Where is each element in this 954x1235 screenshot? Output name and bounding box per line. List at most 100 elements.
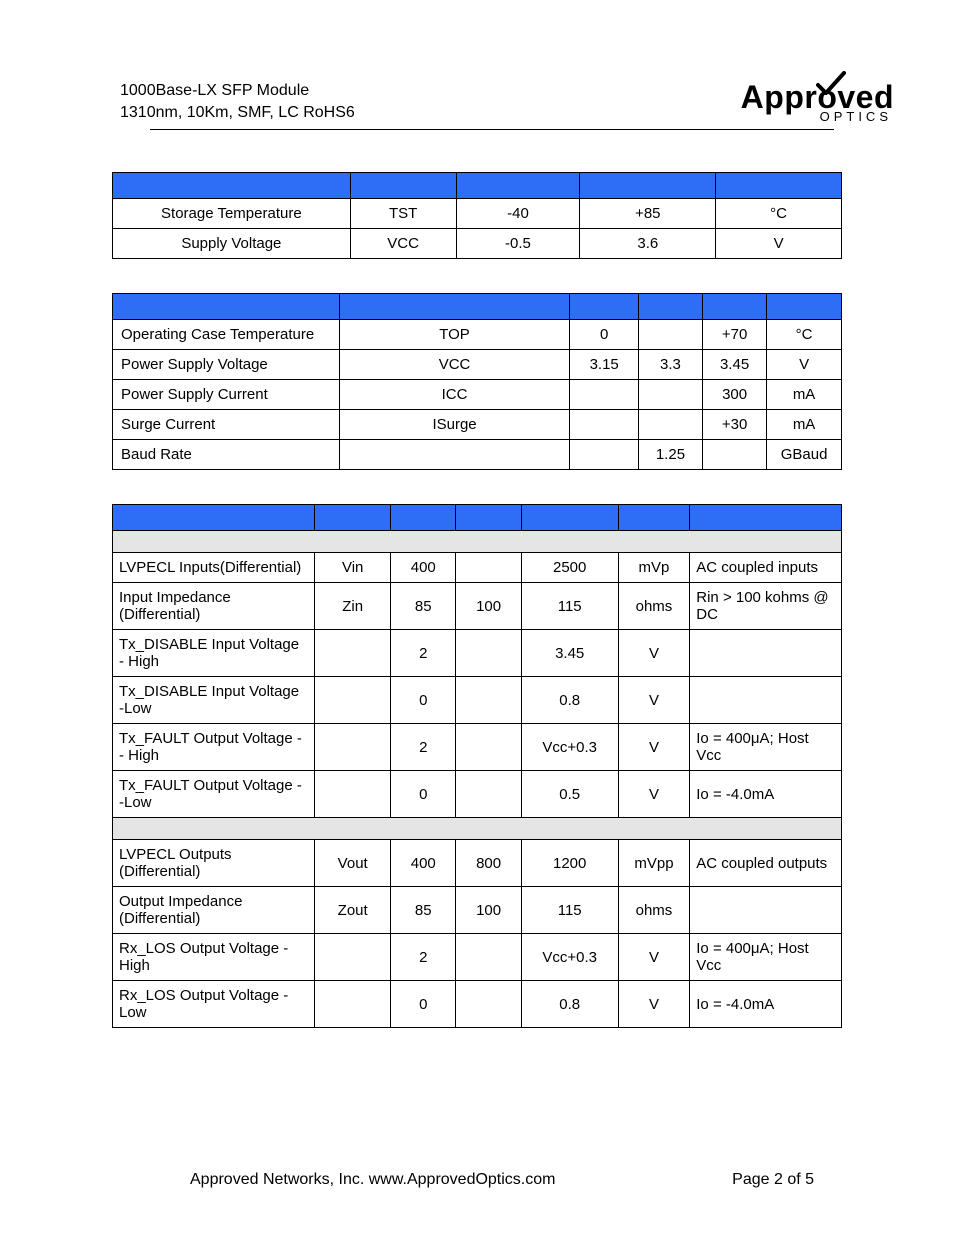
cell-max: +85 <box>580 199 716 229</box>
cell-symbol: ISurge <box>339 410 570 440</box>
table-row: Baud Rate1.25GBaud <box>113 440 842 470</box>
cell-max: +30 <box>703 410 767 440</box>
footer: Approved Networks, Inc. www.ApprovedOpti… <box>0 1171 954 1189</box>
cell-param: Input Impedance (Differential) <box>113 583 315 630</box>
table-row: Rx_LOS Output Voltage -Low00.8VIo = -4.0… <box>113 981 842 1028</box>
cell-max: Vcc+0.3 <box>521 934 618 981</box>
cell-param: Power Supply Voltage <box>113 350 340 380</box>
cell-max: 1200 <box>521 840 618 887</box>
cell-note: Io = 400μA; Host Vcc <box>690 724 842 771</box>
cell-note: Io = -4.0mA <box>690 771 842 818</box>
footer-right: Page 2 of 5 <box>732 1171 814 1189</box>
cell-max: 0.8 <box>521 981 618 1028</box>
cell-note: AC coupled outputs <box>690 840 842 887</box>
cell-typ: 1.25 <box>638 440 702 470</box>
section-row-tx <box>113 531 842 553</box>
cell-min: 0 <box>570 320 638 350</box>
cell-max: 0.5 <box>521 771 618 818</box>
cell-min: 85 <box>391 887 456 934</box>
cell-symbol: TST <box>350 199 456 229</box>
logo: Approved OPTICS <box>741 81 894 123</box>
cell-max: 3.45 <box>521 630 618 677</box>
cell-typ <box>638 380 702 410</box>
table-row: LVPECL Outputs (Differential)Vout4008001… <box>113 840 842 887</box>
cell-typ <box>456 981 521 1028</box>
cell-typ <box>456 724 521 771</box>
cell-unit: ohms <box>618 887 690 934</box>
cell-typ <box>456 771 521 818</box>
cell-typ: 100 <box>456 583 521 630</box>
cell-max: 2500 <box>521 553 618 583</box>
table-row: Tx_FAULT Output Voltage -- High2Vcc+0.3V… <box>113 724 842 771</box>
table-row: Surge CurrentISurge +30mA <box>113 410 842 440</box>
cell-symbol <box>315 981 391 1028</box>
table-row: Tx_DISABLE Input Voltage -Low00.8V <box>113 677 842 724</box>
cell-unit: V <box>618 630 690 677</box>
cell-max: 3.45 <box>703 350 767 380</box>
table-header-row <box>113 294 842 320</box>
table-row: Power Supply CurrentICC300mA <box>113 380 842 410</box>
cell-min: -40 <box>456 199 580 229</box>
cell-unit: mA <box>767 410 842 440</box>
table-row: Storage TemperatureTST-40+85°C <box>113 199 842 229</box>
cell-note <box>690 630 842 677</box>
cell-symbol <box>315 771 391 818</box>
cell-typ <box>456 553 521 583</box>
header-rule <box>150 129 834 130</box>
cell-min <box>570 410 638 440</box>
cell-unit: V <box>618 934 690 981</box>
cell-symbol: TOP <box>339 320 570 350</box>
table-row: Supply VoltageVCC-0.53.6V <box>113 229 842 259</box>
cell-param: Power Supply Current <box>113 380 340 410</box>
cell-symbol <box>315 630 391 677</box>
cell-param: Storage Temperature <box>113 199 351 229</box>
page: 1000Base-LX SFP Module 1310nm, 10Km, SMF… <box>0 0 954 1235</box>
table-row: Power Supply VoltageVCC3.153.33.45V <box>113 350 842 380</box>
cell-note <box>690 887 842 934</box>
cell-param: Baud Rate <box>113 440 340 470</box>
cell-param: Tx_DISABLE Input Voltage -Low <box>113 677 315 724</box>
cell-typ: 100 <box>456 887 521 934</box>
cell-param: Operating Case Temperature <box>113 320 340 350</box>
cell-min: 400 <box>391 840 456 887</box>
cell-unit: °C <box>767 320 842 350</box>
cell-unit: V <box>716 229 842 259</box>
cell-min: 3.15 <box>570 350 638 380</box>
cell-min: 400 <box>391 553 456 583</box>
table-operating: Operating Case TemperatureTOP0+70°CPower… <box>112 293 842 470</box>
footer-left: Approved Networks, Inc. www.ApprovedOpti… <box>190 1171 555 1189</box>
header-line1: 1000Base-LX SFP Module <box>120 80 355 102</box>
cell-min: 0 <box>391 677 456 724</box>
cell-min: 2 <box>391 724 456 771</box>
cell-param: LVPECL Outputs (Differential) <box>113 840 315 887</box>
header-row: 1000Base-LX SFP Module 1310nm, 10Km, SMF… <box>60 80 894 123</box>
cell-typ <box>456 677 521 724</box>
cell-typ: 3.3 <box>638 350 702 380</box>
cell-param: Surge Current <box>113 410 340 440</box>
cell-min <box>570 440 638 470</box>
cell-max: 115 <box>521 583 618 630</box>
cell-typ <box>638 410 702 440</box>
cell-param: Tx_FAULT Output Voltage -- High <box>113 724 315 771</box>
cell-unit: V <box>618 981 690 1028</box>
cell-symbol <box>315 677 391 724</box>
cell-typ <box>456 630 521 677</box>
table-row: Tx_DISABLE Input Voltage - High23.45V <box>113 630 842 677</box>
cell-param: Output Impedance (Differential) <box>113 887 315 934</box>
cell-note: Io = -4.0mA <box>690 981 842 1028</box>
cell-min: 2 <box>391 630 456 677</box>
cell-min: 0 <box>391 981 456 1028</box>
cell-param: Tx_FAULT Output Voltage --Low <box>113 771 315 818</box>
cell-unit: mVp <box>618 553 690 583</box>
cell-symbol <box>339 440 570 470</box>
cell-note <box>690 677 842 724</box>
cell-unit: V <box>767 350 842 380</box>
table-absolute-max: Storage TemperatureTST-40+85°CSupply Vol… <box>112 172 842 259</box>
cell-symbol <box>315 934 391 981</box>
cell-symbol: Vout <box>315 840 391 887</box>
cell-symbol: Zin <box>315 583 391 630</box>
cell-min: 2 <box>391 934 456 981</box>
table-row: Input Impedance (Differential)Zin8510011… <box>113 583 842 630</box>
header-line2: 1310nm, 10Km, SMF, LC RoHS6 <box>120 102 355 124</box>
cell-param: Rx_LOS Output Voltage - High <box>113 934 315 981</box>
